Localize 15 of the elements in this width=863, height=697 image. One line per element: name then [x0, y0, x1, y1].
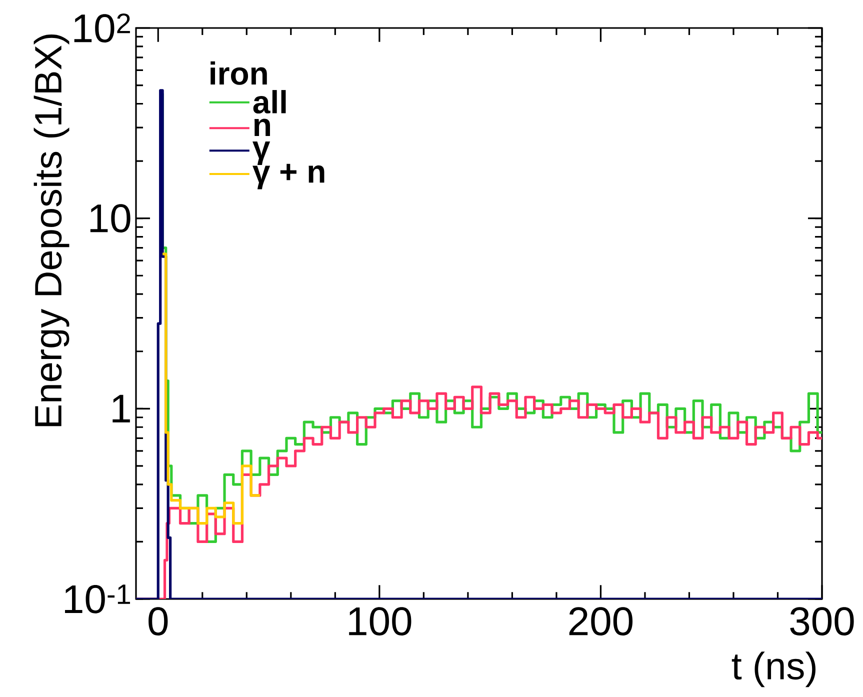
y-tick-label: 1 — [112, 394, 130, 422]
x-tick-label: 200 — [569, 607, 633, 636]
legend-label: all — [253, 90, 286, 114]
x-tick-label: 300 — [790, 607, 854, 636]
y-tick-label: 10$^{2}$ — [74, 14, 130, 42]
legend-label: γ + n — [252, 164, 324, 190]
legend-label: γ — [252, 141, 270, 165]
legend-title: iron — [210, 61, 267, 85]
y-tick-label: 10 — [90, 204, 130, 232]
y-axis-title: Energy Deposits (1/BX) — [34, 34, 70, 426]
x-tick-label: 100 — [349, 607, 412, 636]
x-axis-title: t (ns) — [732, 652, 816, 688]
x-tick-label: 0 — [148, 607, 168, 636]
legend-label: n — [254, 118, 270, 136]
y-tick-label: 10$^{-1}$ — [65, 584, 130, 614]
